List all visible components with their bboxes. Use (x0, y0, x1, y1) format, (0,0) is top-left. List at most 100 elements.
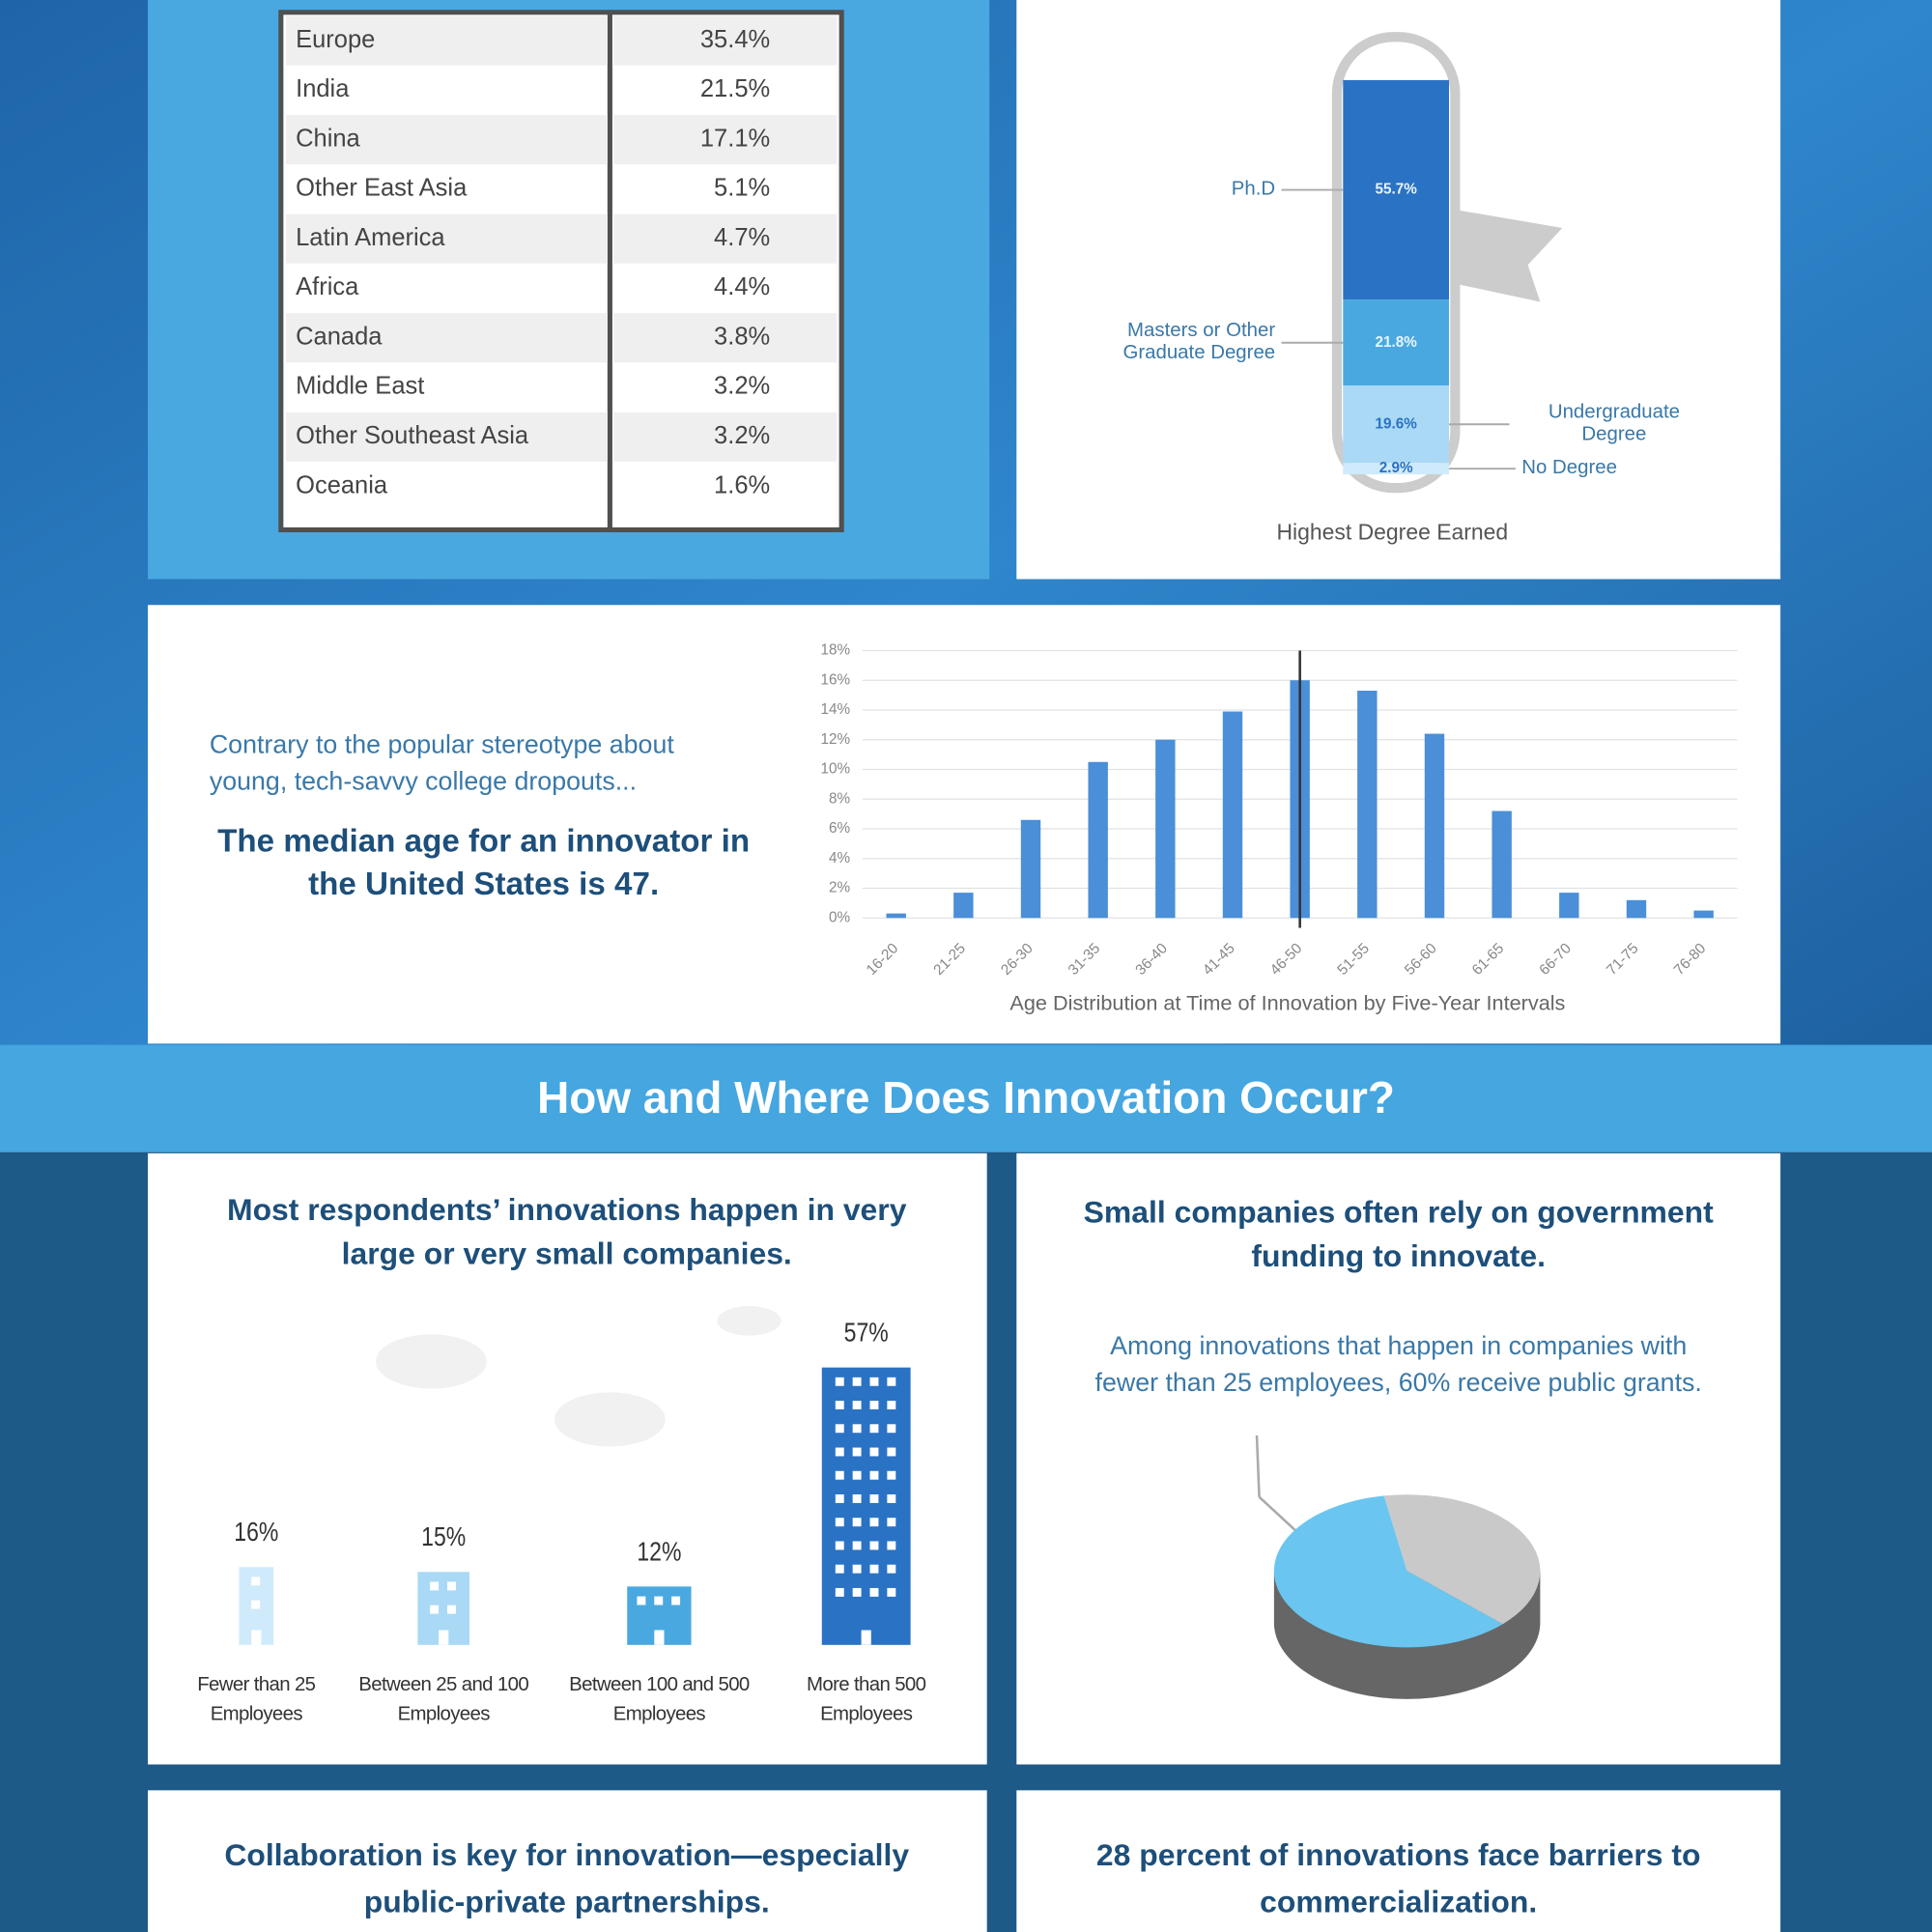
table-row-bg (613, 412, 838, 462)
window (251, 1577, 261, 1586)
category-label-box: More than 500 Employees (807, 1674, 926, 1724)
value-label: 12% (637, 1537, 681, 1567)
degree-name: Undergraduate Degree (1548, 402, 1680, 445)
region-name: Oceania (296, 471, 388, 498)
region-name: Europe (296, 26, 375, 53)
window (887, 1587, 896, 1597)
region-name: Other Southeast Asia (296, 422, 529, 449)
region-name: Latin America (296, 224, 445, 251)
bar (953, 893, 974, 919)
table-row-bg (285, 412, 608, 462)
window (869, 1401, 879, 1409)
panel-barriers (1016, 1790, 1781, 1932)
banner-title-box: How and Where Does Innovation Occur? (537, 1072, 1395, 1122)
window (852, 1541, 862, 1550)
table-row-bg (285, 115, 608, 165)
bar (1357, 690, 1378, 919)
region-name: India (296, 75, 350, 102)
region-name: Middle East (296, 373, 424, 400)
window (869, 1541, 879, 1550)
region-name: Other East Asia (296, 175, 468, 202)
window (447, 1581, 456, 1591)
category-label-box: Between 100 and 500 Employees (569, 1674, 750, 1725)
window (447, 1605, 456, 1614)
segment-label: 55.7% (1375, 182, 1417, 198)
region-share: 17.1% (700, 125, 770, 152)
y-tick-label: 8% (829, 790, 851, 807)
y-tick-label: 0% (829, 909, 851, 925)
degree-segment (1343, 299, 1449, 386)
region-share: 5.1% (714, 175, 770, 202)
window (887, 1447, 896, 1457)
y-tick-label: 18% (820, 642, 850, 659)
window (430, 1605, 440, 1614)
segment-label: 21.8% (1375, 334, 1417, 351)
window (869, 1587, 879, 1597)
bar (1693, 910, 1714, 919)
window (835, 1377, 844, 1386)
category-label: Between 100 and 500 Employees (569, 1674, 750, 1725)
cloud (554, 1392, 666, 1447)
degree-name: Ph.D (1231, 179, 1276, 200)
window (852, 1377, 862, 1386)
region-share: 3.8% (714, 323, 770, 350)
region-share: 1.6% (714, 471, 770, 498)
window (835, 1494, 844, 1503)
window (869, 1447, 879, 1457)
y-tick-label: 4% (829, 850, 851, 867)
bottom-heading-box: 28 percent of innovations face barriers … (1096, 1838, 1701, 1919)
degree-name-box: Masters or Other Graduate Degree (1122, 321, 1275, 364)
region-share: 21.5% (700, 75, 770, 102)
table-row-bg (613, 115, 838, 165)
category-label: Between 25 and 100 Employees (358, 1674, 529, 1725)
region-share: 4.4% (714, 273, 770, 300)
pie-slice (1383, 1494, 1541, 1625)
window (852, 1424, 862, 1434)
window (852, 1470, 862, 1480)
window (835, 1447, 844, 1457)
table-row-bg (285, 213, 608, 264)
region-name: Canada (296, 323, 383, 350)
chart-title: Highest Degree Earned (1276, 519, 1508, 544)
y-tick-label: 12% (820, 731, 850, 748)
window (869, 1377, 879, 1386)
category-label-box: Between 25 and 100 Employees (358, 1674, 529, 1725)
window (869, 1494, 879, 1503)
intro-text-box: Contrary to the popular stereotype about… (209, 730, 674, 796)
region-share: 3.2% (714, 373, 770, 400)
window (887, 1470, 896, 1480)
window (637, 1596, 646, 1605)
value-label: 15% (421, 1522, 466, 1552)
window (852, 1518, 862, 1527)
bar (1020, 819, 1041, 919)
window (835, 1587, 844, 1597)
window (835, 1470, 844, 1480)
highlight-text: The median age for an innovator in the U… (217, 821, 751, 902)
building (821, 1367, 911, 1645)
intro-text: Contrary to the popular stereotype about… (209, 730, 674, 796)
segment-label: 2.9% (1379, 460, 1413, 476)
segment-label: 19.6% (1375, 415, 1417, 432)
pie-pointer (1255, 1435, 1261, 1497)
pie-slice (1273, 1495, 1503, 1648)
region-name: Africa (296, 273, 359, 300)
y-tick-label: 2% (829, 880, 851, 896)
window (887, 1377, 896, 1386)
highlight-text-box: The median age for an innovator in the U… (217, 821, 751, 902)
table-row-bg (285, 15, 608, 66)
window (852, 1587, 862, 1597)
region-share: 4.7% (714, 224, 770, 251)
window (852, 1564, 862, 1574)
window (887, 1424, 896, 1434)
table-row-bg (285, 313, 608, 363)
bottom-heading: Collaboration is key for innovation—espe… (224, 1838, 910, 1920)
value-label: 57% (844, 1319, 889, 1349)
window (887, 1518, 896, 1527)
degree-name-box: Ph.D (1231, 179, 1276, 200)
chart-title-box: Most respondents’ innovations happen in … (227, 1193, 906, 1272)
y-tick-label: 10% (820, 761, 850, 778)
chart-title-box: Small companies often rely on government… (1084, 1195, 1714, 1274)
window (671, 1596, 681, 1605)
bottom-heading-box: Collaboration is key for innovation—espe… (224, 1838, 910, 1920)
